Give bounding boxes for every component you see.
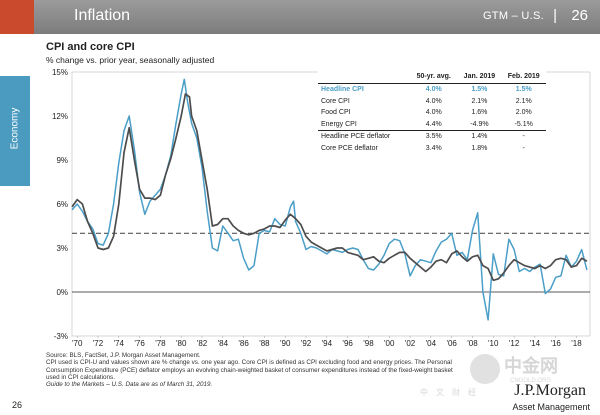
table-cell: 4.0% bbox=[425, 97, 442, 105]
table-header-cell: Jan. 2019 bbox=[463, 72, 496, 80]
x-tick-label: '76 bbox=[134, 339, 145, 348]
table-header-cell: Feb. 2019 bbox=[507, 72, 540, 80]
table-header-cell bbox=[318, 69, 410, 84]
table-cell: 1.5% bbox=[501, 83, 546, 96]
table-cell: 4.4% bbox=[410, 118, 458, 131]
table-cell: 1.4% bbox=[471, 133, 488, 141]
x-tick-label: '78 bbox=[155, 339, 166, 348]
section-tab[interactable]: Economy bbox=[0, 76, 30, 186]
x-tick-label: '92 bbox=[301, 339, 312, 348]
table-cell: 4.0% bbox=[425, 109, 442, 117]
x-tick-label: '12 bbox=[509, 339, 520, 348]
footer-page-number: 26 bbox=[12, 400, 23, 410]
table-row: Energy CPI 4.4% -4.9% -5.1% bbox=[318, 118, 546, 131]
table-row: Headline CPI 4.0% 1.5% 1.5% bbox=[318, 83, 546, 96]
table-header-row: 50-yr. avg. Jan. 2019 Feb. 2019 bbox=[318, 69, 546, 84]
table-cell: - bbox=[522, 144, 525, 152]
y-tick-label: -3% bbox=[54, 332, 68, 341]
x-tick-label: '02 bbox=[405, 339, 416, 348]
asset-management-label: Asset Management bbox=[512, 402, 590, 412]
table-cell: -5.1% bbox=[501, 118, 546, 131]
table-cell: 4.0% bbox=[410, 83, 458, 96]
table-row: Food CPI 4.0% 1.6% 2.0% bbox=[318, 107, 546, 119]
y-tick-label: 0% bbox=[56, 288, 68, 297]
core-cpi-line bbox=[71, 93, 588, 282]
x-tick-label: '00 bbox=[384, 339, 395, 348]
y-tick-label: 3% bbox=[56, 244, 68, 253]
accent-corner bbox=[0, 0, 34, 34]
x-tick-label: '18 bbox=[571, 339, 582, 348]
y-tick-label: 9% bbox=[56, 156, 68, 165]
slide-header: Inflation GTM – U.S. | 26 bbox=[0, 0, 600, 34]
y-tick-label: 15% bbox=[52, 68, 68, 77]
watermark-logo-icon bbox=[470, 354, 500, 384]
chart-subtitle: % change vs. prior year, seasonally adju… bbox=[46, 55, 215, 65]
slide-title: Inflation bbox=[74, 7, 131, 24]
table-cell: Core PCE deflator bbox=[321, 144, 378, 152]
footnotes: Source: BLS, FactSet, J.P. Morgan Asset … bbox=[46, 352, 464, 388]
watermark-text: 中金网 bbox=[504, 356, 558, 376]
x-tick-label: '88 bbox=[259, 339, 270, 348]
table-cell: 1.8% bbox=[471, 144, 488, 152]
x-tick-label: '06 bbox=[446, 339, 457, 348]
table-cell: 1.5% bbox=[457, 83, 502, 96]
x-tick-label: '08 bbox=[467, 339, 478, 348]
table-cell: 3.5% bbox=[425, 133, 442, 141]
x-tick-label: '14 bbox=[530, 339, 541, 348]
table-cell: Food CPI bbox=[321, 109, 351, 117]
watermark-url: CNGOLD.ORG bbox=[510, 378, 552, 384]
x-tick-label: '80 bbox=[176, 339, 187, 348]
header-separator: | bbox=[553, 7, 557, 24]
headline-cpi-line bbox=[71, 78, 588, 321]
watermark: 中金网 CNGOLD.ORG 中文财经 bbox=[420, 348, 598, 404]
x-tick-label: '16 bbox=[550, 339, 561, 348]
table-row: Headline PCE deflator 3.5% 1.4% - bbox=[318, 131, 546, 143]
guide-note: Guide to the Markets – U.S. Data are as … bbox=[46, 381, 213, 389]
table-cell: -4.9% bbox=[457, 118, 502, 131]
x-tick-label: '94 bbox=[322, 339, 333, 348]
table-row: Core CPI 4.0% 2.1% 2.1% bbox=[318, 96, 546, 108]
gtm-label: GTM – U.S. bbox=[482, 10, 544, 22]
x-tick-label: '74 bbox=[114, 339, 125, 348]
x-tick-label: '96 bbox=[342, 339, 353, 348]
y-tick-label: 12% bbox=[52, 112, 68, 121]
table-cell: Headline PCE deflator bbox=[321, 133, 391, 141]
inflation-data-table: 50-yr. avg. Jan. 2019 Feb. 2019 Headline C… bbox=[318, 69, 546, 154]
table-cell: Core CPI bbox=[321, 97, 350, 105]
y-tick-label: 6% bbox=[56, 200, 68, 209]
chart-title: CPI and core CPI bbox=[46, 41, 135, 53]
table-header-cell: 50-yr. avg. bbox=[416, 72, 451, 80]
table-cell: Headline CPI bbox=[318, 83, 411, 96]
table-cell: 2.1% bbox=[471, 97, 488, 105]
watermark-subtext: 中文财经 bbox=[420, 388, 484, 397]
x-tick-label: '04 bbox=[426, 339, 437, 348]
table-cell: 2.0% bbox=[515, 109, 532, 117]
x-tick-label: '82 bbox=[197, 339, 208, 348]
x-tick-label: '86 bbox=[238, 339, 249, 348]
jpmorgan-logo: J.P.Morgan bbox=[514, 382, 586, 399]
x-tick-label: '10 bbox=[488, 339, 499, 348]
source-note: Source: BLS, FactSet, J.P. Morgan Asset … bbox=[46, 352, 201, 359]
header-page-number: 26 bbox=[571, 7, 588, 24]
x-tick-label: '98 bbox=[363, 339, 374, 348]
x-tick-label: '90 bbox=[280, 339, 291, 348]
table-cell: 3.4% bbox=[425, 144, 442, 152]
table-cell: 2.1% bbox=[515, 97, 532, 105]
table-cell: 1.6% bbox=[471, 109, 488, 117]
x-tick-label: '84 bbox=[218, 339, 229, 348]
table-cell: Energy CPI bbox=[318, 118, 411, 131]
definition-note: CPI used is CPI-U and values shown are %… bbox=[46, 359, 453, 381]
x-tick-label: '70 bbox=[72, 339, 83, 348]
table-row: Core PCE deflator 3.4% 1.8% - bbox=[318, 143, 546, 155]
table-cell: - bbox=[522, 133, 525, 141]
x-tick-label: '72 bbox=[93, 339, 104, 348]
